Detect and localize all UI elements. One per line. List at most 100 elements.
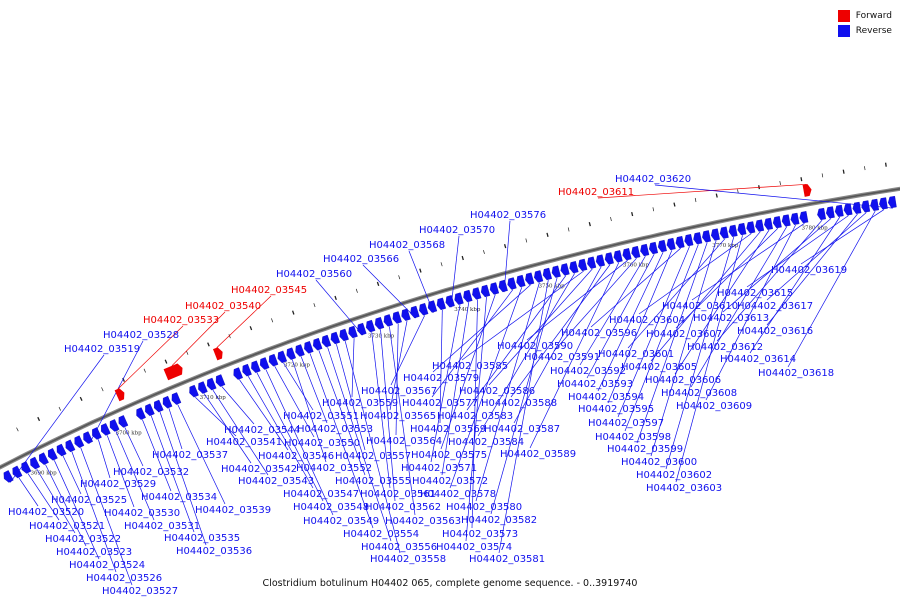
gene-feature-H04402_03618[interactable] bbox=[870, 198, 880, 211]
gene-feature-H04402_03593[interactable] bbox=[648, 241, 659, 255]
gene-label-H04402_03529[interactable]: H04402_03529 bbox=[80, 479, 156, 490]
gene-arrow[interactable] bbox=[364, 319, 376, 333]
gene-arrow[interactable] bbox=[90, 427, 102, 440]
gene-arrow[interactable] bbox=[99, 423, 111, 436]
gene-arrow[interactable] bbox=[161, 395, 173, 409]
gene-label-H04402_03601[interactable]: H04402_03601 bbox=[598, 349, 674, 360]
gene-feature-H04402_03596[interactable] bbox=[675, 236, 685, 249]
gene-label-H04402_03592[interactable]: H04402_03592 bbox=[550, 366, 626, 377]
gene-feature-H04402_03604[interactable] bbox=[746, 221, 756, 234]
gene-label-H04402_03559[interactable]: H04402_03559 bbox=[322, 398, 398, 409]
gene-label-H04402_03554[interactable]: H04402_03554 bbox=[343, 529, 419, 540]
gene-label-H04402_03531[interactable]: H04402_03531 bbox=[124, 521, 200, 532]
gene-arrow[interactable] bbox=[604, 252, 614, 265]
gene-arrow[interactable] bbox=[37, 452, 49, 466]
gene-label-H04402_03526[interactable]: H04402_03526 bbox=[86, 573, 162, 584]
gene-label-H04402_03536[interactable]: H04402_03536 bbox=[176, 546, 252, 557]
gene-label-H04402_03597[interactable]: H04402_03597 bbox=[588, 418, 664, 429]
gene-arrow[interactable] bbox=[311, 337, 323, 351]
gene-arrow[interactable] bbox=[480, 284, 491, 298]
gene-arrow[interactable] bbox=[418, 303, 429, 316]
gene-arrow[interactable] bbox=[267, 353, 279, 367]
gene-label-H04402_03555[interactable]: H04402_03555 bbox=[335, 476, 411, 487]
gene-label-H04402_03610[interactable]: H04402_03610 bbox=[662, 301, 738, 312]
gene-label-H04402_03595[interactable]: H04402_03595 bbox=[578, 404, 654, 415]
gene-arrow[interactable] bbox=[772, 216, 782, 229]
gene-label-H04402_03616[interactable]: H04402_03616 bbox=[737, 326, 813, 337]
gene-feature-H04402_03605[interactable] bbox=[754, 219, 765, 232]
gene-feature-H04402_03613[interactable] bbox=[825, 206, 835, 219]
gene-label-H04402_03581[interactable]: H04402_03581 bbox=[469, 554, 545, 565]
gene-feature-H04402_03551[interactable] bbox=[276, 350, 288, 364]
gene-arrow[interactable] bbox=[258, 357, 270, 370]
gene-label-H04402_03534[interactable]: H04402_03534 bbox=[141, 492, 217, 503]
gene-label-H04402_03541[interactable]: H04402_03541 bbox=[206, 437, 282, 448]
gene-feature-H04402_03540[interactable] bbox=[163, 362, 185, 381]
gene-feature-H04402_03584[interactable] bbox=[568, 261, 579, 274]
gene-arrow[interactable] bbox=[232, 367, 243, 380]
gene-arrow[interactable] bbox=[852, 201, 862, 214]
gene-label-H04402_03548[interactable]: H04402_03548 bbox=[293, 502, 369, 513]
gene-arrow[interactable] bbox=[462, 289, 473, 303]
gene-arrow[interactable] bbox=[763, 217, 773, 230]
gene-label-H04402_03617[interactable]: H04402_03617 bbox=[737, 301, 813, 312]
gene-feature-H04402_03564[interactable] bbox=[391, 311, 402, 325]
gene-feature-H04402_03549[interactable] bbox=[258, 357, 270, 370]
gene-arrow[interactable] bbox=[320, 334, 332, 348]
gene-label-H04402_03560[interactable]: H04402_03560 bbox=[276, 269, 352, 280]
gene-arrow[interactable] bbox=[302, 341, 314, 354]
gene-label-H04402_03568[interactable]: H04402_03568 bbox=[369, 240, 445, 251]
gene-arrow[interactable] bbox=[781, 214, 791, 227]
gene-feature-H04402_03562[interactable] bbox=[373, 317, 385, 330]
gene-arrow[interactable] bbox=[754, 219, 765, 232]
gene-label-H04402_03539[interactable]: H04402_03539 bbox=[195, 505, 271, 516]
gene-label-H04402_03563[interactable]: H04402_03563 bbox=[385, 516, 461, 527]
gene-label-H04402_03535[interactable]: H04402_03535 bbox=[164, 533, 240, 544]
gene-arrow[interactable] bbox=[294, 344, 305, 357]
gene-feature-H04402_03543[interactable] bbox=[205, 377, 217, 391]
gene-arrow[interactable] bbox=[400, 308, 411, 322]
gene-arrow[interactable] bbox=[843, 203, 853, 216]
gene-feature-H04402_03519[interactable] bbox=[2, 470, 14, 483]
gene-arrow[interactable] bbox=[435, 297, 447, 311]
gene-label-H04402_03583[interactable]: H04402_03583 bbox=[437, 411, 513, 422]
gene-arrow[interactable] bbox=[163, 362, 185, 381]
gene-feature-H04402_03614[interactable] bbox=[834, 204, 844, 217]
gene-label-H04402_03615[interactable]: H04402_03615 bbox=[717, 288, 793, 299]
gene-arrow[interactable] bbox=[426, 300, 438, 314]
gene-label-H04402_03561[interactable]: H04402_03561 bbox=[360, 489, 436, 500]
gene-label-H04402_03519[interactable]: H04402_03519 bbox=[64, 344, 140, 355]
gene-label-H04402_03606[interactable]: H04402_03606 bbox=[645, 375, 721, 386]
gene-arrow[interactable] bbox=[630, 245, 641, 259]
gene-label-H04402_03524[interactable]: H04402_03524 bbox=[69, 560, 145, 571]
gene-label-H04402_03540[interactable]: H04402_03540 bbox=[185, 301, 261, 312]
gene-feature-H04402_03570[interactable] bbox=[444, 295, 455, 308]
gene-label-H04402_03566[interactable]: H04402_03566 bbox=[323, 254, 399, 265]
gene-label-H04402_03565[interactable]: H04402_03565 bbox=[360, 411, 436, 422]
gene-arrow[interactable] bbox=[214, 374, 226, 387]
gene-arrow[interactable] bbox=[276, 350, 288, 364]
gene-arrow[interactable] bbox=[586, 256, 597, 270]
gene-feature-H04402_03535[interactable] bbox=[143, 403, 155, 417]
gene-arrow[interactable] bbox=[506, 277, 517, 290]
gene-label-H04402_03549[interactable]: H04402_03549 bbox=[303, 516, 379, 527]
gene-label-H04402_03618[interactable]: H04402_03618 bbox=[758, 368, 834, 379]
gene-feature-H04402_03560[interactable] bbox=[356, 322, 367, 336]
gene-feature-H04402_03612[interactable] bbox=[816, 207, 826, 221]
gene-feature-H04402_03555[interactable] bbox=[311, 337, 323, 351]
gene-arrow[interactable] bbox=[108, 419, 120, 432]
gene-feature-H04402_03592[interactable] bbox=[639, 243, 650, 257]
gene-arrow[interactable] bbox=[577, 258, 588, 272]
gene-label-H04402_03543[interactable]: H04402_03543 bbox=[238, 476, 314, 487]
gene-label-H04402_03567[interactable]: H04402_03567 bbox=[361, 386, 437, 397]
gene-label-H04402_03573[interactable]: H04402_03573 bbox=[442, 529, 518, 540]
gene-arrow[interactable] bbox=[799, 211, 809, 224]
gene-arrow[interactable] bbox=[444, 295, 455, 308]
gene-feature-H04402_03582[interactable] bbox=[551, 265, 561, 279]
gene-label-H04402_03576[interactable]: H04402_03576 bbox=[470, 210, 546, 221]
gene-feature-H04402_03568[interactable] bbox=[426, 300, 438, 314]
gene-feature-H04402_03576[interactable] bbox=[497, 279, 508, 293]
gene-feature-H04402_03578[interactable] bbox=[515, 274, 526, 288]
gene-feature-H04402_03534[interactable] bbox=[134, 407, 146, 421]
gene-arrow[interactable] bbox=[453, 292, 464, 306]
